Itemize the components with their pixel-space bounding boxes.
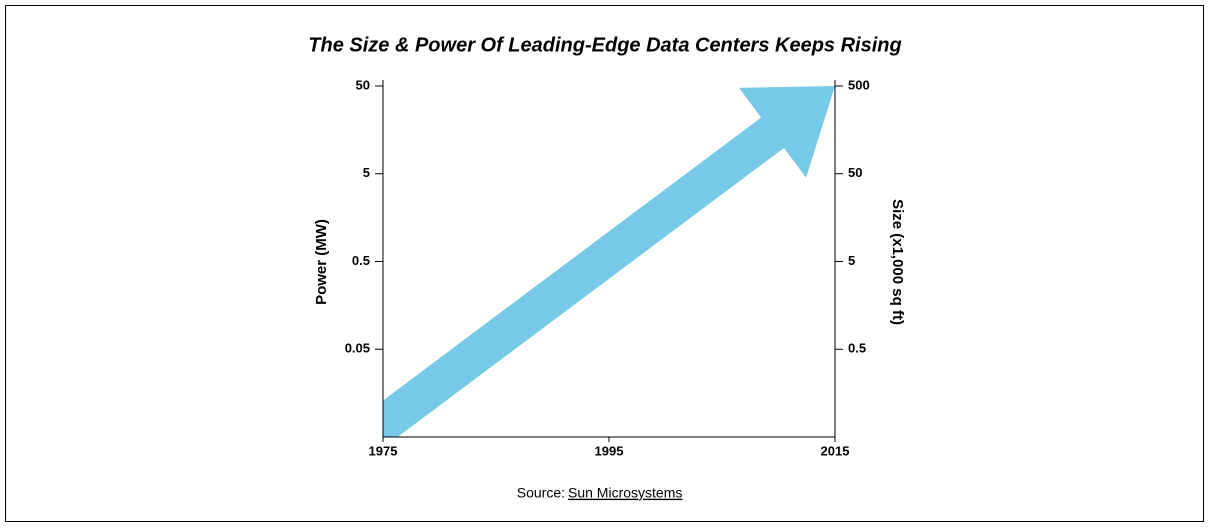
x-tick-label: 1975 [369, 443, 398, 458]
y-tick-label: 0.05 [345, 341, 370, 356]
x-tick-label: 2015 [821, 443, 850, 458]
y2-tick-label: 50 [848, 165, 862, 180]
y2-tick-label: 0.5 [848, 341, 866, 356]
source-prefix: Source: [517, 485, 565, 501]
x-tick-label: 1995 [595, 443, 624, 458]
chart-title: The Size & Power Of Leading-Edge Data Ce… [308, 34, 901, 56]
y-axis-label: Power (MW) [313, 219, 330, 305]
y-tick-label: 0.5 [352, 253, 370, 268]
y2-tick-label: 500 [848, 77, 870, 92]
plot-area [383, 86, 835, 437]
y-tick-label: 50 [356, 77, 370, 92]
trend-arrow [383, 86, 835, 437]
source-link[interactable]: Sun Microsystems [568, 485, 682, 501]
y-tick-label: 5 [363, 165, 370, 180]
frame [5, 5, 1204, 522]
y2-axis-label: Size (x1,000 sq ft) [889, 199, 906, 325]
y2-tick-label: 5 [848, 253, 855, 268]
